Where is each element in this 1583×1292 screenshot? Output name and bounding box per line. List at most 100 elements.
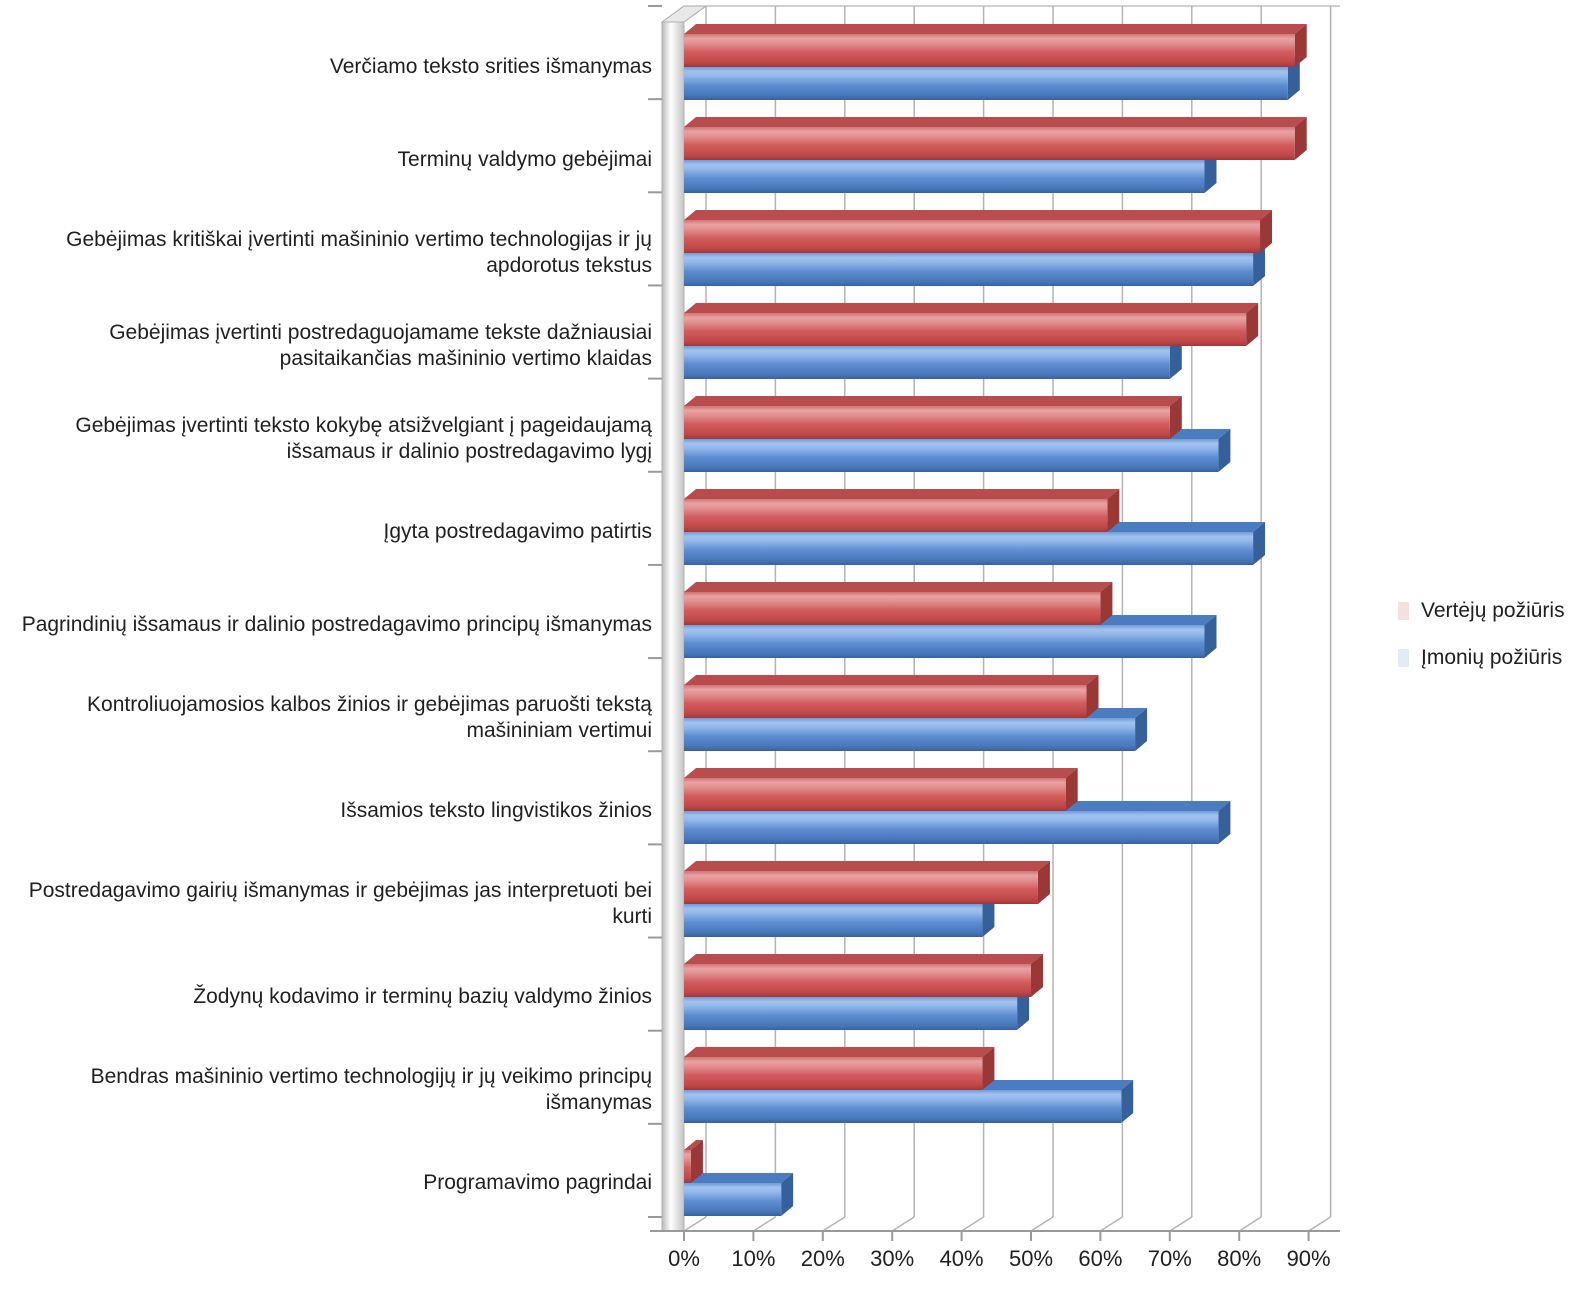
x-tick-label: 30% xyxy=(870,1246,915,1271)
bar-imoniu-10 xyxy=(684,997,1018,1030)
legend-swatch-blue-icon xyxy=(1398,649,1409,667)
legend-item-imoniu: Įmonių požiūris xyxy=(1398,646,1562,670)
gridline-depth-connector xyxy=(961,1216,985,1232)
bar-verteju-6 xyxy=(684,592,1101,625)
bar-top-face xyxy=(684,1173,794,1183)
bar-verteju-5 xyxy=(684,499,1108,532)
category-label: Bendras mašininio vertimo technologijų i… xyxy=(90,1065,652,1114)
bar-end-cap xyxy=(982,1047,995,1090)
bar-verteju-12 xyxy=(684,1150,691,1183)
gridline-depth-connector xyxy=(752,1216,776,1232)
bar-end-cap xyxy=(1107,489,1120,532)
bar-end-cap xyxy=(1037,861,1050,904)
bar-top-face xyxy=(684,489,1120,499)
bar-verteju-10 xyxy=(684,964,1031,997)
bar-end-cap xyxy=(690,1140,703,1183)
gridline-depth-connector xyxy=(1308,1216,1332,1232)
bar-top-face xyxy=(684,24,1307,34)
bar-imoniu-11 xyxy=(684,1090,1122,1123)
bar-end-cap xyxy=(781,1173,794,1216)
bar-end-cap xyxy=(1017,987,1030,1030)
bar-end-cap xyxy=(1204,150,1217,193)
gridline-depth-connector xyxy=(1238,1216,1262,1232)
bar-end-cap xyxy=(1169,396,1182,439)
bar-top-face xyxy=(684,117,1307,127)
bar-end-cap xyxy=(1218,801,1231,844)
category-label: Gebėjimas įvertinti postredaguojamame te… xyxy=(109,321,652,370)
bar-top-face xyxy=(684,768,1078,778)
legend-item-verteju: Vertėjų požiūris xyxy=(1398,599,1565,623)
gridline-depth-connector xyxy=(683,1216,707,1232)
bar-end-cap xyxy=(1135,708,1148,751)
bar-imoniu-8 xyxy=(684,811,1219,844)
bar-end-cap xyxy=(1086,675,1099,718)
bar-imoniu-1 xyxy=(684,160,1205,193)
bar-end-cap xyxy=(1253,243,1266,286)
bar-verteju-9 xyxy=(684,871,1038,904)
bar-end-cap xyxy=(1100,582,1113,625)
bar-top-face xyxy=(684,954,1043,964)
wall-top-face xyxy=(660,5,708,23)
bar-imoniu-4 xyxy=(684,439,1219,472)
category-label: Gebėjimas įvertinti teksto kokybę atsižv… xyxy=(75,414,652,463)
bar-top-face xyxy=(684,396,1182,406)
category-label: Įgyta postredagavimo patirtis xyxy=(383,520,652,543)
category-label: Gebėjimas kritiškai įvertinti mašininio … xyxy=(66,228,652,277)
bar-end-cap xyxy=(1294,117,1307,160)
bar-verteju-2 xyxy=(684,220,1261,253)
category-label: Kontroliuojamosios kalbos žinios ir gebė… xyxy=(87,693,652,742)
bar-end-cap xyxy=(1287,57,1300,100)
x-tick-label: 20% xyxy=(800,1246,845,1271)
gridline-depth-connector xyxy=(891,1216,915,1232)
bar-imoniu-5 xyxy=(684,532,1254,565)
legend-label: Vertėjų požiūris xyxy=(1421,599,1565,622)
wall-front-face xyxy=(661,21,685,1232)
bar-end-cap xyxy=(1253,522,1266,565)
bar-top-face xyxy=(684,1047,995,1057)
x-tick-label: 80% xyxy=(1217,1246,1262,1271)
legend-swatch-red-icon xyxy=(1398,602,1409,620)
bar-verteju-11 xyxy=(684,1057,983,1090)
category-label: Pagrindinių išsamaus ir dalinio postreda… xyxy=(21,613,652,636)
bar-end-cap xyxy=(1065,768,1078,811)
gridline-depth-connector xyxy=(1099,1216,1123,1232)
bar-imoniu-6 xyxy=(684,625,1205,658)
bar-end-cap xyxy=(1260,210,1273,253)
bar-imoniu-3 xyxy=(684,346,1170,379)
gridline-depth-connector xyxy=(822,1216,846,1232)
bar-imoniu-7 xyxy=(684,718,1136,751)
bar-end-cap xyxy=(1246,303,1259,346)
bar-top-face xyxy=(684,675,1099,685)
bar-top-face xyxy=(684,210,1273,220)
bar-verteju-7 xyxy=(684,685,1087,718)
x-tick-label: 90% xyxy=(1286,1246,1331,1271)
bar-top-face xyxy=(684,861,1050,871)
category-label: Verčiamo teksto srities išmanymas xyxy=(329,55,652,78)
bar-end-cap xyxy=(982,894,995,937)
bar-imoniu-9 xyxy=(684,904,983,937)
x-tick-label: 50% xyxy=(1008,1246,1054,1271)
bar-end-cap xyxy=(1169,336,1182,379)
category-label: Išsamios teksto lingvistikos žinios xyxy=(340,799,652,822)
bar-end-cap xyxy=(1204,615,1217,658)
bar-end-cap xyxy=(1218,429,1231,472)
bar-imoniu-0 xyxy=(684,67,1288,100)
gridline-depth-connector xyxy=(1030,1216,1054,1232)
bar-end-cap xyxy=(1031,954,1043,997)
x-tick-label: 70% xyxy=(1147,1246,1192,1271)
bar-verteju-1 xyxy=(684,127,1295,160)
x-tick-label: 0% xyxy=(668,1246,700,1271)
bar-top-face xyxy=(684,1140,703,1150)
x-tick-label: 10% xyxy=(731,1246,776,1271)
bar-imoniu-12 xyxy=(684,1183,782,1216)
category-label: Programavimo pagrindai xyxy=(423,1171,652,1194)
category-label: Postredagavimo gairių išmanymas ir gebėj… xyxy=(28,879,652,928)
legend-label: Įmonių požiūris xyxy=(1421,646,1563,669)
bar-verteju-0 xyxy=(684,34,1295,67)
x-tick-label: 40% xyxy=(939,1246,984,1271)
bar-top-face xyxy=(684,582,1113,592)
category-label: Terminų valdymo gebėjimai xyxy=(397,148,652,171)
bar-top-face xyxy=(684,303,1259,313)
